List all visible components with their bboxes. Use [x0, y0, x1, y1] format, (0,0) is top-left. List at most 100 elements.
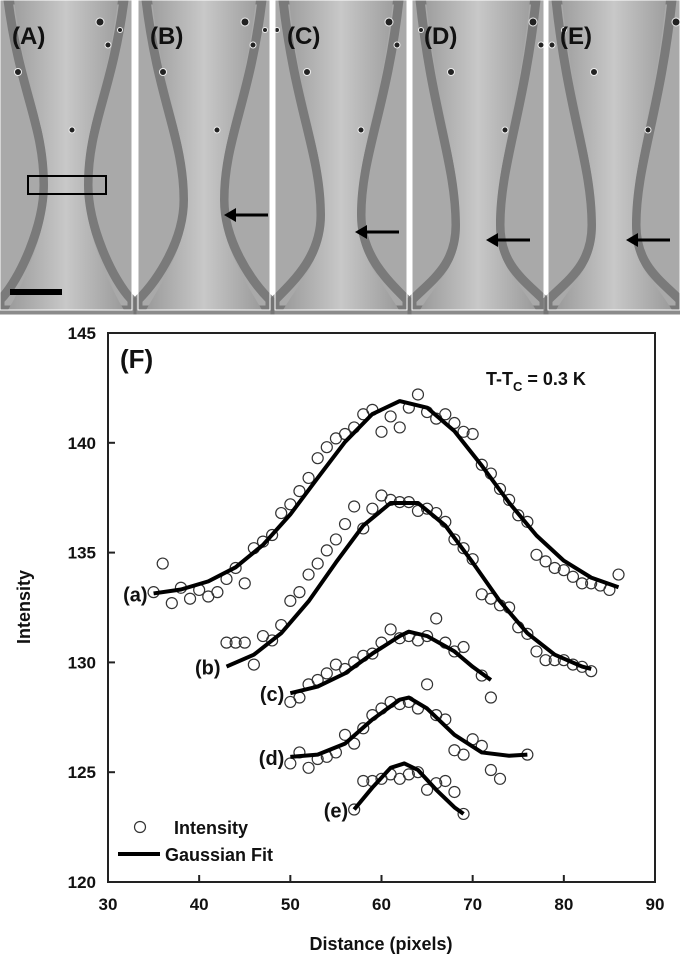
channel — [283, 0, 399, 310]
particle — [68, 126, 76, 134]
data-point — [585, 665, 598, 678]
y-tick-label: 120 — [68, 873, 96, 892]
image-panel: (E) — [543, 0, 680, 315]
particle — [548, 41, 556, 49]
data-point — [466, 427, 479, 441]
x-tick-label: 60 — [372, 895, 391, 914]
curve-label: (a) — [123, 584, 147, 606]
y-tick-label: 145 — [68, 324, 96, 343]
data-point — [348, 803, 361, 816]
data-point — [293, 586, 306, 599]
legend-label: Gaussian Fit — [165, 845, 273, 865]
data-point — [275, 506, 288, 520]
legend-label: Intensity — [174, 818, 248, 838]
panel-label: (E) — [560, 23, 592, 50]
particle — [117, 27, 123, 33]
data-point — [384, 623, 397, 636]
x-tick-label: 50 — [281, 895, 300, 914]
particle — [95, 17, 105, 27]
channel — [556, 0, 672, 310]
data-point — [420, 783, 434, 796]
panel-border — [274, 0, 408, 311]
channel-edge — [543, 0, 680, 315]
panel-label: (C) — [287, 23, 320, 50]
particle — [14, 68, 22, 76]
data-point — [384, 410, 397, 423]
data-point — [266, 634, 279, 647]
curve-label: (c) — [260, 684, 284, 706]
data-point — [393, 421, 406, 434]
particle — [303, 68, 311, 76]
data-point — [320, 544, 333, 557]
particle — [384, 17, 394, 27]
data-point — [575, 577, 589, 590]
condition-annotation: T-TC = 0.3 K — [486, 369, 586, 394]
data-point — [247, 658, 260, 671]
panel-border — [547, 0, 680, 311]
data-point — [311, 557, 324, 570]
curve-label: (e) — [324, 801, 348, 823]
data-point — [302, 761, 315, 774]
data-point — [311, 452, 324, 465]
arrow-head — [224, 208, 236, 222]
data-point — [512, 509, 525, 522]
particle — [249, 41, 257, 49]
y-tick-label: 130 — [68, 653, 96, 672]
x-tick-label: 80 — [554, 895, 573, 914]
image-panel: (D) — [407, 0, 549, 315]
channel — [8, 0, 124, 310]
data-point — [539, 555, 552, 568]
particle — [357, 126, 365, 134]
data-point — [457, 640, 470, 654]
data-point — [156, 557, 169, 570]
data-point — [266, 528, 279, 542]
particle — [240, 17, 250, 27]
legend-marker — [133, 820, 147, 834]
data-point — [448, 533, 461, 546]
x-tick-label: 90 — [646, 895, 665, 914]
x-tick-label: 70 — [463, 895, 482, 914]
data-point — [229, 636, 242, 649]
data-point — [302, 568, 315, 581]
data-point — [475, 458, 488, 471]
particle — [447, 68, 455, 76]
selection-box — [27, 175, 107, 195]
image-panels: (A) (B) (C) (D) (E) — [0, 0, 680, 315]
data-point — [357, 722, 370, 735]
x-axis-title: Distance (pixels) — [309, 934, 452, 954]
data-point — [320, 441, 333, 454]
condition-suffix: = 0.3 K — [522, 369, 586, 389]
data-point — [439, 774, 452, 788]
particle — [104, 41, 112, 49]
data-point — [411, 388, 425, 401]
condition-subscript: C — [513, 379, 523, 394]
data-point — [338, 728, 352, 741]
particle — [671, 17, 680, 27]
data-point — [375, 425, 388, 438]
data-point — [302, 471, 315, 485]
arrow-head — [355, 225, 367, 239]
data-point — [566, 570, 580, 583]
particle — [590, 68, 598, 76]
data-point — [357, 774, 370, 788]
particle — [159, 68, 167, 76]
data-point — [238, 636, 251, 649]
data-point — [320, 667, 333, 680]
data-point — [439, 408, 452, 421]
particle — [561, 27, 567, 33]
data-point — [448, 785, 461, 799]
data-point — [484, 691, 497, 704]
y-tick-label: 125 — [68, 763, 96, 782]
curve-label: (d) — [259, 748, 285, 770]
particle — [501, 126, 509, 134]
data-point — [484, 763, 497, 777]
data-point — [165, 597, 178, 610]
data-point — [530, 548, 543, 561]
panel-border — [411, 0, 545, 311]
data-point — [329, 533, 343, 546]
data-point — [293, 485, 306, 498]
fit-line — [153, 399, 620, 816]
x-tick-label: 30 — [99, 895, 118, 914]
